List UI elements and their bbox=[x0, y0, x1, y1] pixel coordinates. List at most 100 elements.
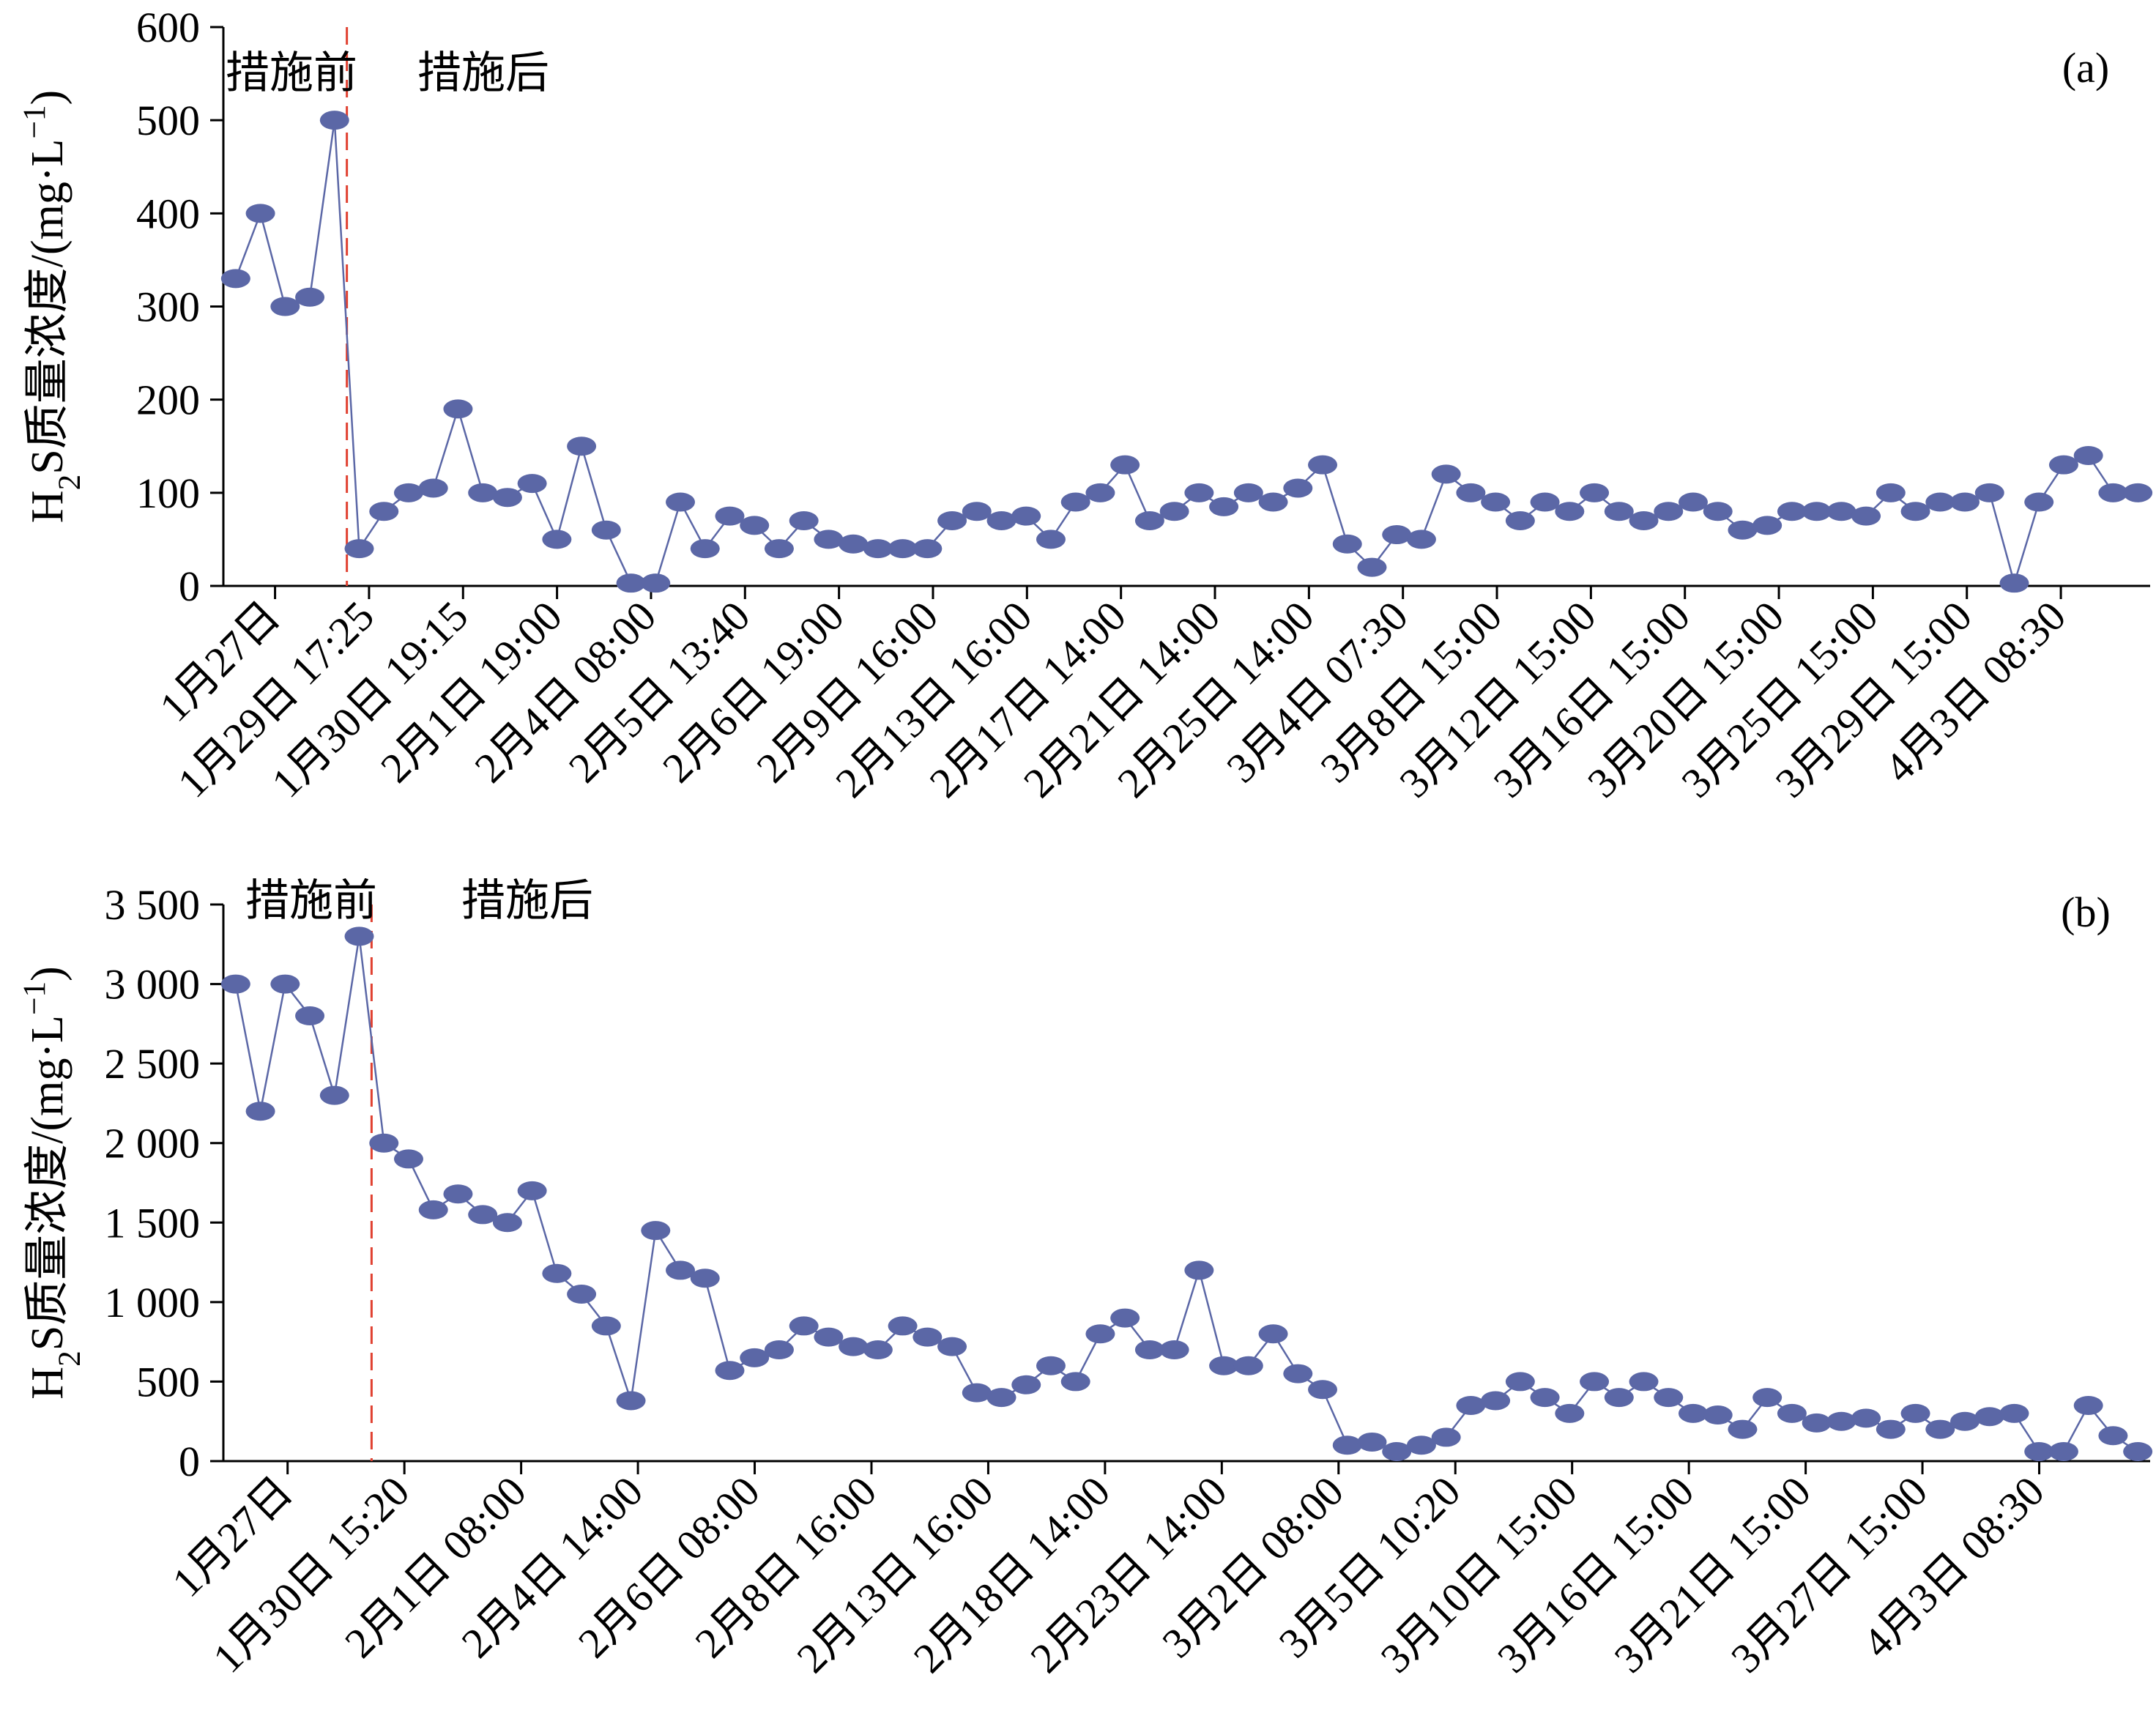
data-point bbox=[542, 1263, 572, 1283]
data-point bbox=[344, 539, 374, 559]
data-point bbox=[393, 483, 423, 502]
phase-label-before: 措施前 bbox=[245, 877, 377, 925]
data-point bbox=[1332, 1435, 1362, 1455]
y-tick-label: 1 500 bbox=[105, 1199, 201, 1247]
data-point bbox=[888, 1316, 918, 1336]
data-point bbox=[344, 926, 374, 946]
data-point bbox=[2123, 483, 2153, 502]
data-point bbox=[789, 1316, 819, 1336]
data-point bbox=[616, 1391, 646, 1411]
data-point bbox=[912, 539, 943, 559]
data-point bbox=[1974, 1407, 2004, 1427]
data-point bbox=[1332, 534, 1362, 554]
data-point bbox=[2048, 455, 2078, 475]
data-point bbox=[1555, 1403, 1585, 1423]
data-point bbox=[1060, 1372, 1090, 1392]
data-point bbox=[1530, 492, 1560, 512]
y-tick-label: 1 000 bbox=[105, 1279, 201, 1326]
data-point bbox=[2024, 1441, 2054, 1461]
chart-panel-b: 0 500 1 000 1 500 2 000 2 500 3 000 3 500 H2S质量浓… bbox=[17, 877, 2153, 1682]
panel-label: (b) bbox=[2061, 888, 2111, 936]
data-point bbox=[1209, 1356, 1239, 1375]
data-point bbox=[2098, 1426, 2128, 1446]
data-point bbox=[1505, 510, 1535, 530]
y-tick-label: 300 bbox=[136, 283, 200, 331]
data-point bbox=[1159, 502, 1189, 521]
data-point bbox=[764, 1340, 794, 1359]
data-point bbox=[1431, 1427, 1461, 1447]
data-point bbox=[839, 1337, 869, 1356]
data-point bbox=[369, 1133, 399, 1153]
data-point bbox=[1999, 573, 2029, 593]
data-point bbox=[1036, 530, 1066, 549]
data-point bbox=[542, 530, 572, 549]
data-point bbox=[1629, 1372, 1659, 1392]
data-point bbox=[986, 510, 1016, 530]
data-point bbox=[1555, 502, 1585, 521]
data-point bbox=[1678, 492, 1708, 512]
data-point bbox=[492, 488, 522, 508]
data-point bbox=[2098, 483, 2128, 502]
data-point bbox=[1604, 502, 1634, 521]
data-point bbox=[1134, 1340, 1164, 1359]
data-point bbox=[740, 516, 770, 535]
data-point bbox=[1802, 1413, 1832, 1433]
data-point bbox=[1530, 1388, 1560, 1408]
y-tick-label: 0 bbox=[179, 1438, 200, 1485]
data-point bbox=[1060, 492, 1090, 512]
data-point bbox=[1085, 1324, 1115, 1344]
y-tick-label: 3 000 bbox=[105, 961, 201, 1009]
data-point bbox=[1925, 1419, 1955, 1439]
phase-label-after: 措施后 bbox=[417, 49, 549, 97]
data-point bbox=[1233, 1356, 1263, 1375]
data-point bbox=[1283, 478, 1313, 498]
y-tick-label: 500 bbox=[136, 1358, 200, 1405]
data-point bbox=[1974, 483, 2004, 502]
data-point bbox=[1629, 510, 1659, 530]
data-point bbox=[888, 539, 918, 559]
data-point bbox=[369, 502, 399, 521]
data-point bbox=[1357, 1432, 1387, 1452]
data-point bbox=[492, 1213, 522, 1233]
data-point bbox=[986, 1388, 1016, 1408]
data-point bbox=[1258, 492, 1288, 512]
data-point bbox=[1357, 557, 1387, 577]
data-point bbox=[937, 1337, 967, 1356]
data-point bbox=[912, 1327, 943, 1347]
data-point bbox=[1876, 1419, 1906, 1439]
data-point bbox=[1134, 510, 1164, 530]
data-point bbox=[517, 474, 547, 494]
data-point bbox=[319, 111, 349, 130]
data-point bbox=[764, 539, 794, 559]
data-point bbox=[567, 437, 597, 456]
data-point bbox=[2073, 445, 2103, 465]
data-point bbox=[270, 974, 300, 994]
data-point bbox=[319, 1085, 349, 1105]
data-point bbox=[1283, 1364, 1313, 1383]
data-point bbox=[1925, 492, 1955, 512]
data-point bbox=[1752, 1388, 1783, 1408]
data-point bbox=[937, 510, 967, 530]
y-tick-label: 0 bbox=[179, 562, 200, 610]
data-point bbox=[1258, 1324, 1288, 1344]
data-point bbox=[814, 1327, 844, 1347]
data-point bbox=[245, 204, 275, 223]
y-tick-label: 400 bbox=[136, 190, 200, 237]
data-point bbox=[1728, 1419, 1758, 1439]
y-tick-label: 100 bbox=[136, 469, 200, 517]
data-point bbox=[1481, 1391, 1511, 1411]
data-point bbox=[591, 520, 621, 540]
data-point bbox=[715, 506, 745, 526]
data-point bbox=[1654, 1388, 1684, 1408]
data-point bbox=[1505, 1372, 1535, 1392]
y-axis-title: H2S质量浓度/(mg·L−1) bbox=[17, 966, 87, 1399]
data-point bbox=[1580, 1372, 1610, 1392]
data-point bbox=[666, 1260, 696, 1280]
data-point bbox=[1184, 483, 1214, 502]
data-point bbox=[468, 1205, 498, 1225]
data-point bbox=[1999, 1403, 2029, 1423]
data-point bbox=[1036, 1356, 1066, 1375]
data-point bbox=[1777, 1403, 1807, 1423]
data-point bbox=[1085, 483, 1115, 502]
